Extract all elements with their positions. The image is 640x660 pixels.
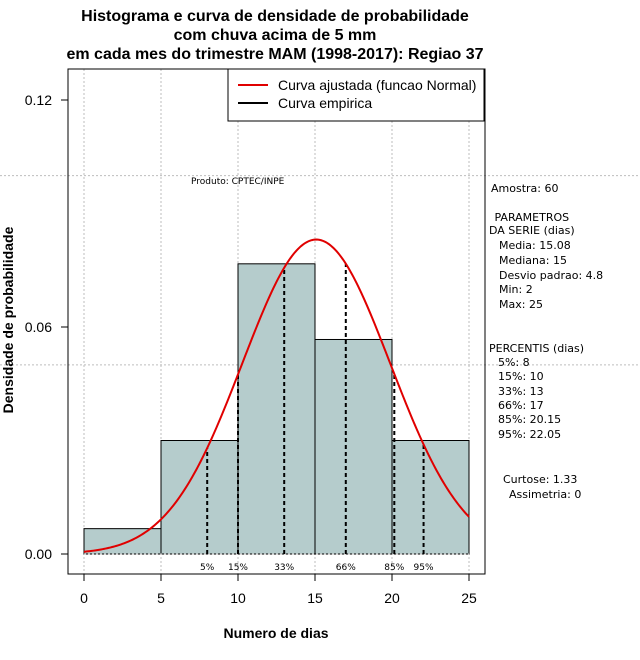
percentile-33: 33%: 13 bbox=[498, 385, 544, 398]
percentile-5: 5%: 8 bbox=[498, 356, 530, 369]
x-tick-label-5: 5 bbox=[157, 590, 165, 606]
chart-title-line-2: com chuva acima de 5 mm bbox=[174, 27, 377, 44]
y-tick-label-1: 0.06 bbox=[25, 319, 52, 335]
y-tick-label-0: 0.00 bbox=[25, 546, 52, 562]
percentile-label-6: 95% bbox=[414, 563, 434, 573]
parameters-title-1: PARAMETROS bbox=[491, 211, 569, 224]
histogram-bar-2 bbox=[160, 440, 239, 555]
producer-annotation: Produto: CPTEC/INPE bbox=[191, 177, 285, 187]
y-axis: 0.00 0.06 0.12 bbox=[25, 92, 69, 562]
y-axis-label: Densidade de probabilidade bbox=[0, 226, 16, 413]
x-tick-label-10: 10 bbox=[230, 590, 246, 606]
y-tick-label-2: 0.12 bbox=[25, 92, 52, 108]
percentile-label-5: 85% bbox=[384, 563, 404, 573]
x-tick-label-0: 0 bbox=[80, 590, 88, 606]
legend: Curva ajustada (funcao Normal) Curva emp… bbox=[227, 68, 485, 122]
histogram-bars bbox=[83, 263, 470, 555]
histogram-bar-4 bbox=[314, 338, 393, 555]
x-tick-label-20: 20 bbox=[384, 590, 400, 606]
legend-box bbox=[227, 68, 485, 122]
grid bbox=[0, 69, 640, 574]
chart-title-line-3: em cada mes do trimestre MAM (1998-2017)… bbox=[66, 46, 483, 63]
percentile-label-3: 33% bbox=[274, 563, 294, 573]
stat-stddev: Desvio padrao: 4.8 bbox=[499, 269, 603, 282]
chart-title-line-1: Histograma e curva de densidade de proba… bbox=[81, 8, 469, 25]
sample-size: Amostra: 60 bbox=[491, 182, 558, 195]
x-tick-label-15: 15 bbox=[307, 590, 323, 606]
percentile-85: 85%: 20.15 bbox=[498, 413, 561, 426]
stat-max: Max: 25 bbox=[499, 298, 543, 311]
stat-min: Min: 2 bbox=[499, 283, 533, 296]
statistics-panel: Amostra: 60 PARAMETROS DA SERIE (dias) M… bbox=[489, 182, 603, 501]
normal-curve-layer bbox=[83, 238, 470, 553]
stat-median: Mediana: 15 bbox=[499, 254, 567, 267]
percentile-95: 95%: 22.05 bbox=[498, 428, 561, 441]
percentiles-title: PERCENTIS (dias) bbox=[489, 342, 584, 355]
stat-mean: Media: 15.08 bbox=[499, 239, 571, 252]
x-axis: 0 5 10 15 20 25 bbox=[80, 573, 477, 606]
percentile-label-4: 66% bbox=[336, 563, 356, 573]
x-tick-label-25: 25 bbox=[461, 590, 477, 606]
percentile-66: 66%: 17 bbox=[498, 399, 544, 412]
legend-label-empirical: Curva empirica bbox=[278, 95, 372, 111]
percentile-label-2: 15% bbox=[228, 563, 248, 573]
percentile-15: 15%: 10 bbox=[498, 370, 544, 383]
skewness: Assimetria: 0 bbox=[509, 488, 581, 501]
legend-label-normal: Curva ajustada (funcao Normal) bbox=[278, 77, 476, 93]
kurtosis: Curtose: 1.33 bbox=[503, 473, 577, 486]
percentile-label-1: 5% bbox=[200, 563, 215, 573]
normal-fit-curve bbox=[83, 238, 470, 553]
parameters-title-2: DA SERIE (dias) bbox=[489, 224, 575, 237]
x-axis-label: Numero de dias bbox=[223, 625, 328, 641]
percentile-lines: 5% 15% 33% 66% 85% 95% bbox=[200, 263, 434, 573]
histogram-bar-3 bbox=[237, 263, 316, 555]
